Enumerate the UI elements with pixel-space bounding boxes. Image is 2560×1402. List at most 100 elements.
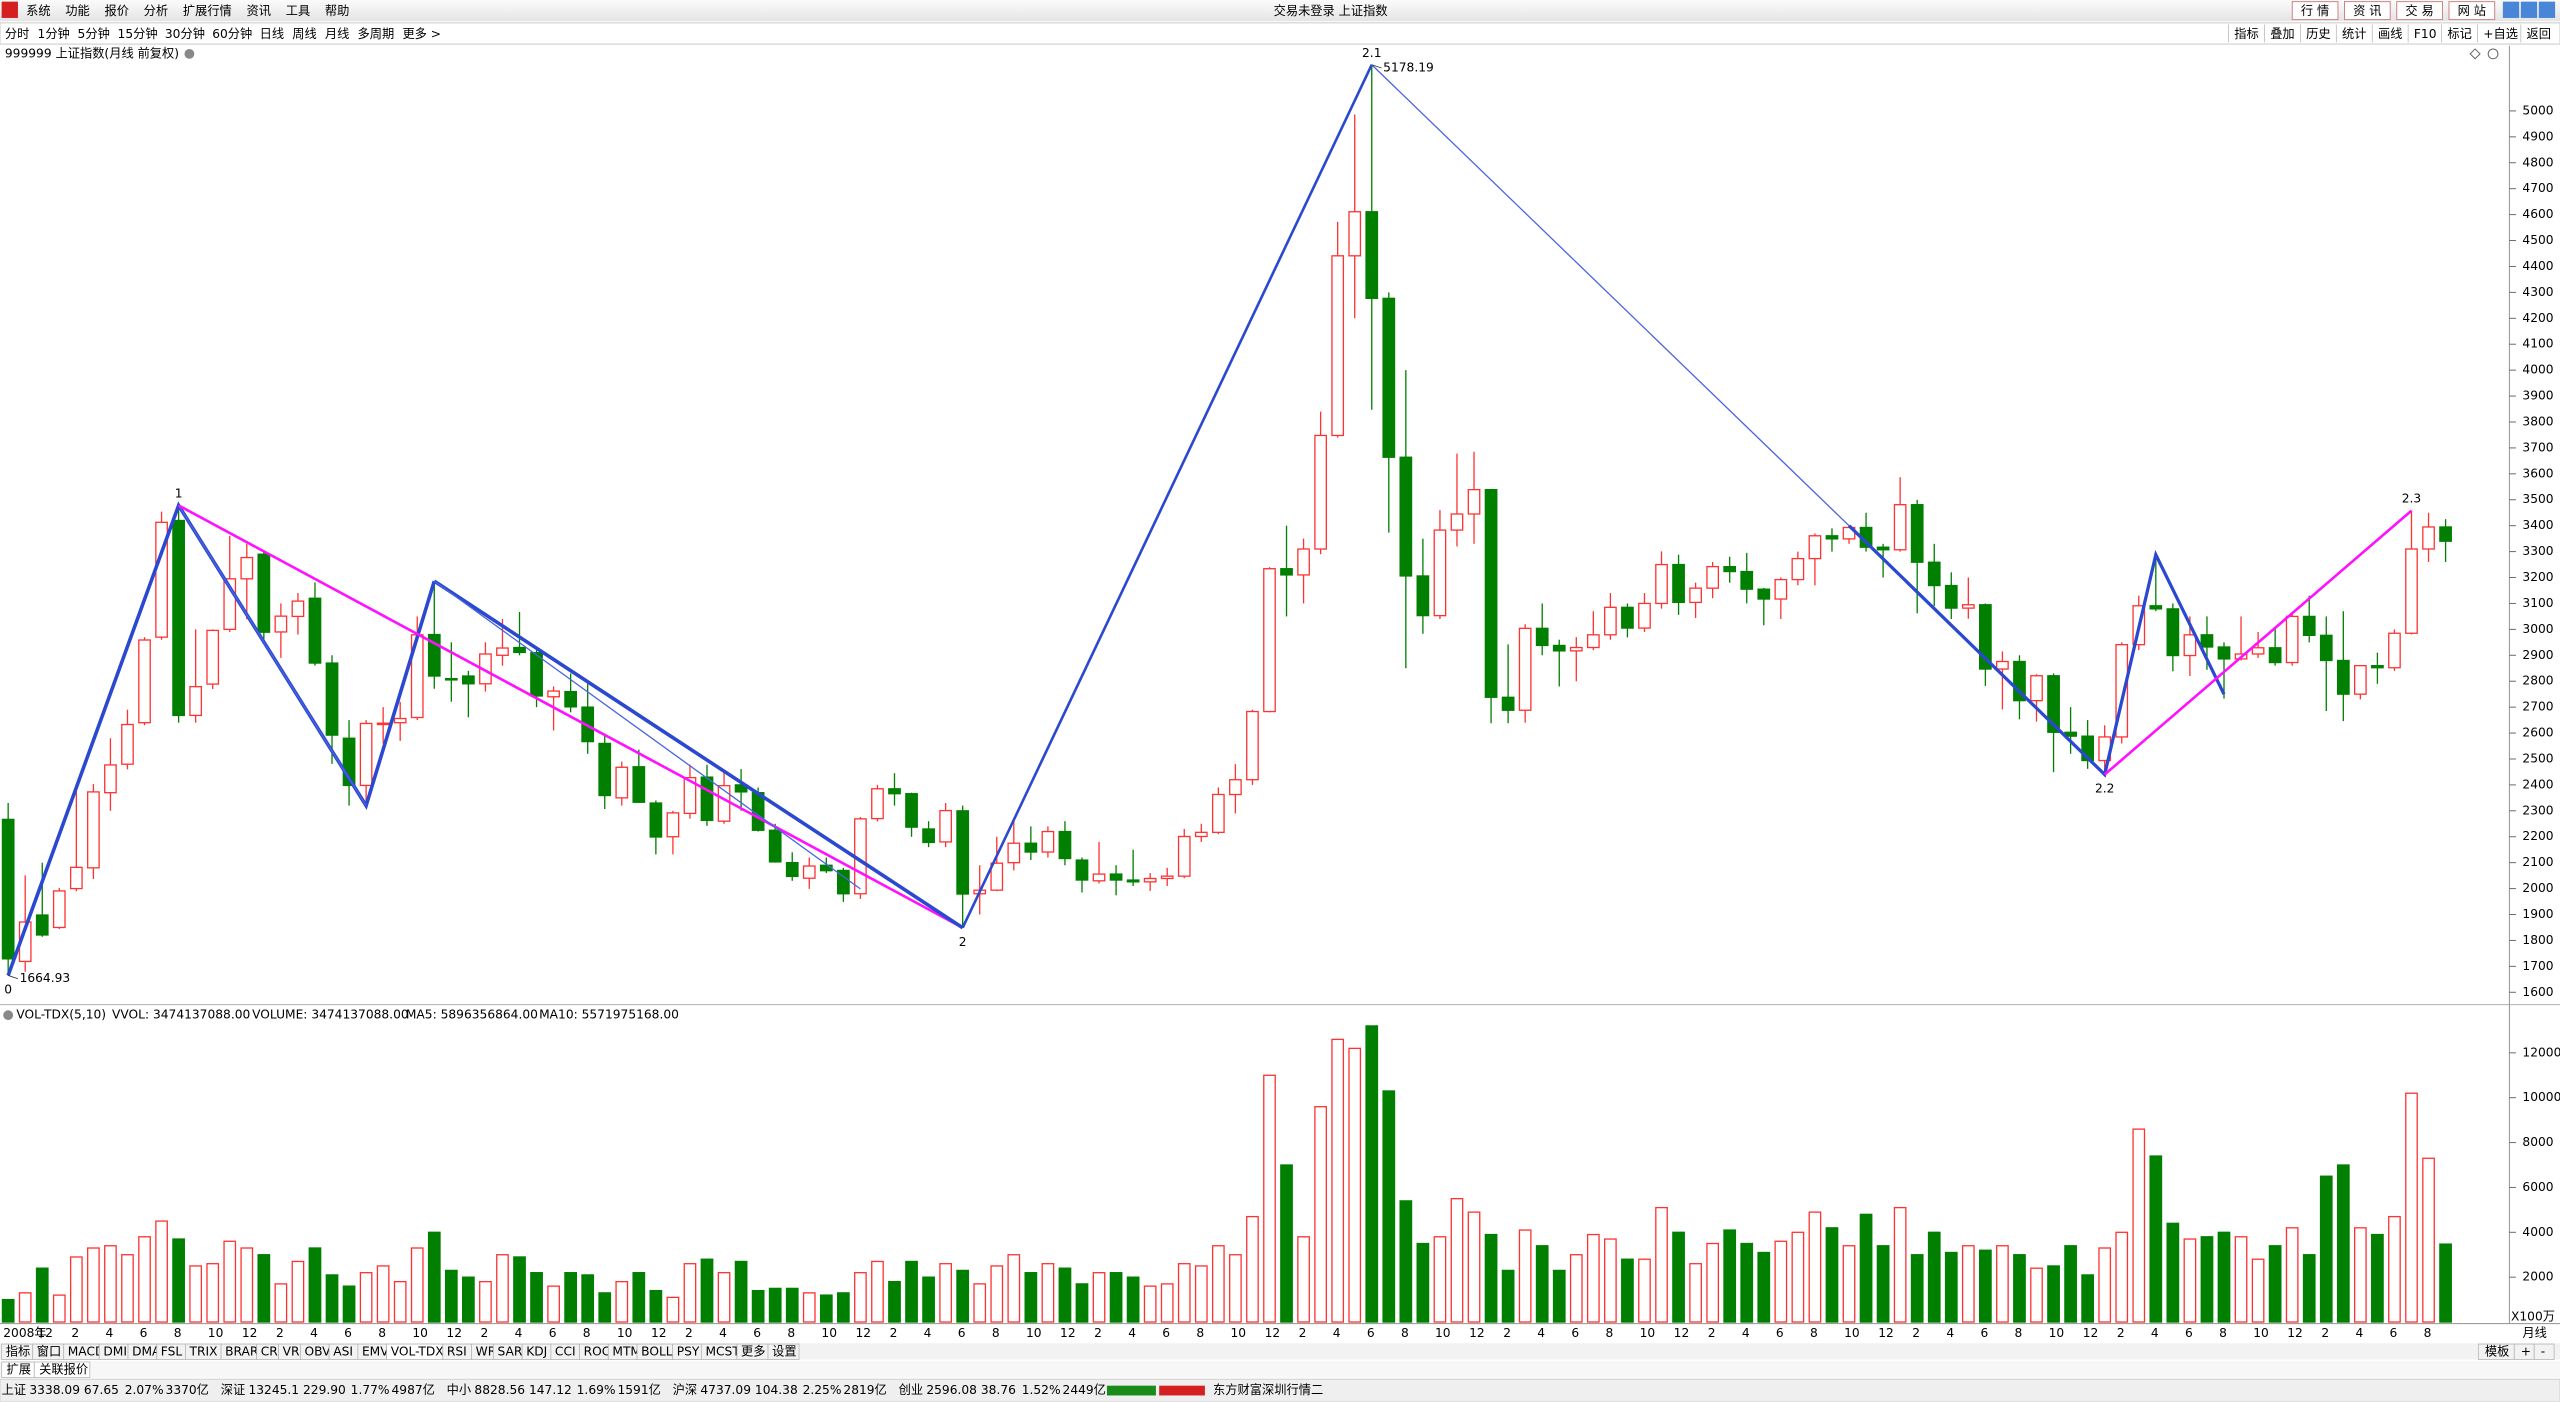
candle-body — [2013, 660, 2026, 702]
volume-bar — [189, 1265, 203, 1323]
candle-body — [1927, 561, 1941, 587]
x-tick-label: 6 — [1162, 1326, 1170, 1340]
tool-button[interactable]: 历史 — [2306, 27, 2330, 41]
data-feed: 东方财富深圳行情二 — [1213, 1382, 1323, 1397]
volume-bar — [1, 1298, 15, 1323]
candle-body — [2268, 647, 2282, 664]
tool-button[interactable]: 叠加 — [2270, 27, 2294, 41]
tool-button[interactable]: +自选 — [2483, 27, 2518, 41]
volume-bar — [564, 1272, 578, 1323]
indicator-tab-label: PSY — [677, 1345, 700, 1359]
volume-bar — [1859, 1213, 1873, 1323]
candle-body — [1518, 627, 1532, 711]
y-tick-label: 4200 — [2522, 311, 2553, 325]
y-tick-label: 2500 — [2522, 751, 2553, 765]
candle-body — [1041, 830, 1055, 853]
wave-line — [433, 579, 964, 930]
indicator-tab-label: CCI — [555, 1345, 576, 1359]
candle-body — [1246, 710, 1259, 781]
volume-bar — [1211, 1245, 1225, 1323]
volume-bar — [479, 1280, 492, 1323]
x-tick-label: 2 — [71, 1326, 79, 1340]
candle-body — [615, 766, 629, 799]
top-button[interactable] — [2291, 1, 2339, 21]
x-tick-label: 10 — [208, 1326, 224, 1340]
candle-body — [206, 629, 220, 685]
close-button[interactable] — [2538, 1, 2556, 18]
y-tick-label: 4300 — [2522, 285, 2553, 299]
period-button[interactable]: 5分钟 — [78, 26, 110, 41]
chart-options-icons[interactable] — [2469, 48, 2499, 60]
x-tick-label: 8 — [174, 1326, 182, 1340]
tool-button[interactable]: 返回 — [2527, 27, 2551, 41]
volume-bar — [819, 1294, 833, 1323]
index-name: 中小 — [447, 1382, 471, 1397]
period-button[interactable]: 1分钟 — [38, 26, 70, 41]
top-button[interactable] — [2344, 1, 2391, 21]
y-tick-label: 3900 — [2522, 389, 2553, 403]
tab-control-label: + — [2521, 1345, 2531, 1359]
menu-item[interactable]: 资讯 — [247, 4, 271, 18]
menu-item[interactable]: 系统 — [26, 4, 50, 18]
candle-body — [1058, 830, 1072, 860]
candle-body — [1586, 634, 1600, 649]
tab-control[interactable] — [2533, 1343, 2555, 1360]
candle-body — [155, 521, 168, 638]
menu-item[interactable]: 分析 — [144, 4, 168, 18]
y-tick-label: 2400 — [2522, 777, 2553, 791]
candle-body — [342, 737, 356, 787]
x-tick-label: 12 — [651, 1326, 667, 1340]
candle-body — [700, 776, 714, 822]
sub-tab-label: 关联报价 — [39, 1362, 88, 1377]
tool-button[interactable]: F10 — [2414, 27, 2437, 41]
menu-item[interactable]: 工具 — [286, 4, 310, 18]
wave-line — [1371, 64, 1850, 527]
volume-bar — [700, 1258, 714, 1323]
tool-button[interactable]: 画线 — [2378, 27, 2402, 41]
volume-bar — [530, 1272, 543, 1323]
menu-item[interactable]: 报价 — [104, 3, 128, 18]
period-button[interactable]: 60分钟 — [212, 26, 252, 41]
tool-button[interactable]: 统计 — [2342, 27, 2366, 41]
indicator-tab[interactable] — [767, 1343, 800, 1360]
x-tick-label: 6 — [140, 1326, 148, 1340]
status-icons — [1106, 1385, 1205, 1396]
volume-bar — [1126, 1276, 1140, 1323]
tool-button[interactable]: 指标 — [2234, 26, 2258, 41]
index-amount: 1591亿 — [617, 1382, 660, 1397]
period-button[interactable]: 15分钟 — [118, 26, 158, 41]
y-tick-label: 3400 — [2522, 518, 2553, 532]
period-button[interactable]: 周线 — [292, 27, 316, 41]
volume-bar — [1604, 1238, 1617, 1323]
minimize-button[interactable] — [2502, 1, 2520, 18]
indicator-tab-label: EMV — [362, 1345, 389, 1359]
top-button[interactable] — [2396, 1, 2443, 21]
menu-item[interactable]: 帮助 — [325, 4, 349, 18]
candle-body — [598, 742, 612, 797]
period-bar — [0, 22, 2560, 45]
top-button[interactable] — [2448, 1, 2496, 21]
candle-body — [1791, 557, 1805, 581]
volume-bar — [1569, 1254, 1583, 1323]
indicator-tab-label: 更多 — [741, 1345, 765, 1359]
sub-tab-label: 扩展 — [7, 1363, 31, 1377]
top-button-label: 行 情 — [2301, 4, 2329, 18]
period-button[interactable]: 日线 — [260, 27, 284, 41]
menu-item[interactable]: 功能 — [65, 4, 89, 18]
menu-item[interactable]: 扩展行情 — [183, 4, 232, 18]
period-button[interactable]: 分时 — [5, 27, 29, 41]
volume-bar — [257, 1254, 271, 1323]
maximize-button[interactable] — [2520, 1, 2538, 18]
volume-bar — [1297, 1236, 1310, 1323]
candle-body — [52, 890, 66, 929]
y-tick-label: 2200 — [2522, 829, 2553, 843]
sub-tab[interactable] — [33, 1361, 91, 1378]
period-button[interactable]: 30分钟 — [165, 26, 205, 41]
period-button[interactable]: 多周期 — [358, 27, 395, 41]
wave-label: 0 — [4, 983, 12, 997]
tool-button[interactable]: 标记 — [2447, 27, 2471, 41]
volume-bar — [2439, 1243, 2452, 1323]
candle-body — [1280, 568, 1293, 576]
period-button[interactable]: 月线 — [325, 27, 349, 41]
period-button[interactable]: 更多 > — [402, 27, 441, 41]
